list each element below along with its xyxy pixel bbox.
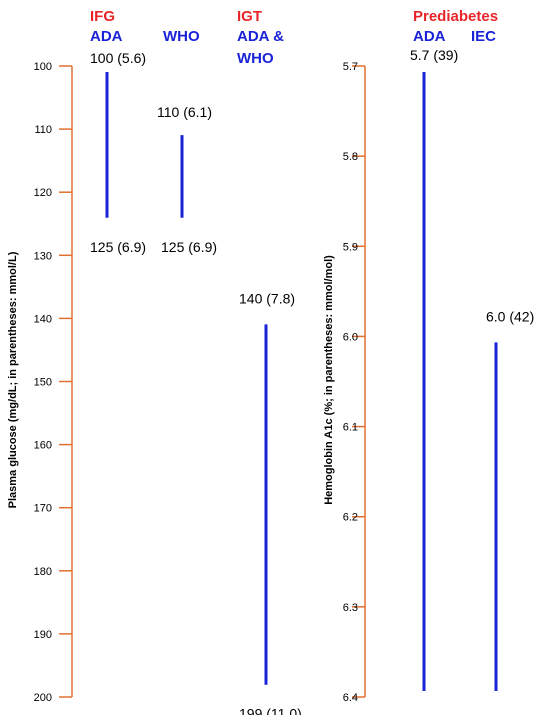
glucose-range-high-label: 125 (6.9) xyxy=(161,239,217,255)
glucose-tick-label: 120 xyxy=(34,187,52,199)
header-igt-ada-line1: ADA & xyxy=(237,28,284,45)
header-ifg-who: WHO xyxy=(163,28,200,45)
a1c-axis: 5.7 5.8 5.9 6.0 6.1 6.2 6.3 6.4 xyxy=(343,61,366,704)
glucose-tick-label: 180 xyxy=(34,566,52,578)
glucose-range-low-label: 100 (5.6) xyxy=(90,50,146,66)
a1c-tick-label: 6.3 xyxy=(343,602,358,614)
glucose-tick-label: 190 xyxy=(34,629,52,641)
glucose-tick-label: 130 xyxy=(34,250,52,262)
header-ifg: IFG xyxy=(90,8,115,25)
glucose-axis-title: Plasma glucose (mg/dL; in parentheses: m… xyxy=(7,251,19,508)
a1c-range-low-label: 6.0 (42) xyxy=(486,308,534,324)
glucose-range-low-label: 140 (7.8) xyxy=(239,290,295,306)
glucose-range-low-label: 110 (6.1) xyxy=(157,104,212,120)
header-igt: IGT xyxy=(237,8,262,25)
header-prediabetes-iec: IEC xyxy=(471,28,496,45)
glucose-axis: 100 110 120 130 140 150 160 170 180 190 200 xyxy=(34,61,73,704)
header-ifg-ada: ADA xyxy=(90,28,123,45)
a1c-range-high-label: 6.4 (46) xyxy=(410,712,458,715)
glucose-tick-label: 100 xyxy=(34,61,52,73)
a1c-range-high-label: 6.4 (46) xyxy=(486,712,534,715)
a1c-ranges: 5.7 (39) 6.4 (46) 6.0 (42) 6.4 (46) xyxy=(410,47,534,715)
a1c-tick-label: 6.0 xyxy=(343,331,358,343)
glucose-tick-label: 160 xyxy=(34,440,52,452)
header-prediabetes: Prediabetes xyxy=(413,8,498,25)
a1c-tick-label: 6.2 xyxy=(343,512,358,524)
a1c-tick-label: 5.7 xyxy=(343,61,358,73)
glucose-ranges: 100 (5.6) 125 (6.9) 110 (6.1) 125 (6.9) 140 … xyxy=(90,50,302,715)
a1c-tick-label: 6.4 xyxy=(343,692,358,704)
header-igt-ada-line2: WHO xyxy=(237,50,274,67)
glucose-tick-label: 200 xyxy=(34,692,52,704)
glucose-range-high-label: 199 (11.0) xyxy=(239,706,302,715)
a1c-tick-label: 6.1 xyxy=(343,422,358,434)
a1c-tick-label: 5.8 xyxy=(343,151,358,163)
glucose-tick-label: 140 xyxy=(34,313,52,325)
header-prediabetes-ada: ADA xyxy=(413,28,446,45)
a1c-axis-title: Hemoglobin A1c (%; in parentheses: mmol/… xyxy=(323,255,335,505)
glucose-tick-label: 110 xyxy=(34,124,52,136)
glucose-tick-label: 170 xyxy=(34,503,52,515)
a1c-range-low-label: 5.7 (39) xyxy=(410,47,458,63)
glucose-range-high-label: 125 (6.9) xyxy=(90,239,146,255)
a1c-tick-label: 5.9 xyxy=(343,241,358,253)
glucose-tick-label: 150 xyxy=(34,377,52,389)
